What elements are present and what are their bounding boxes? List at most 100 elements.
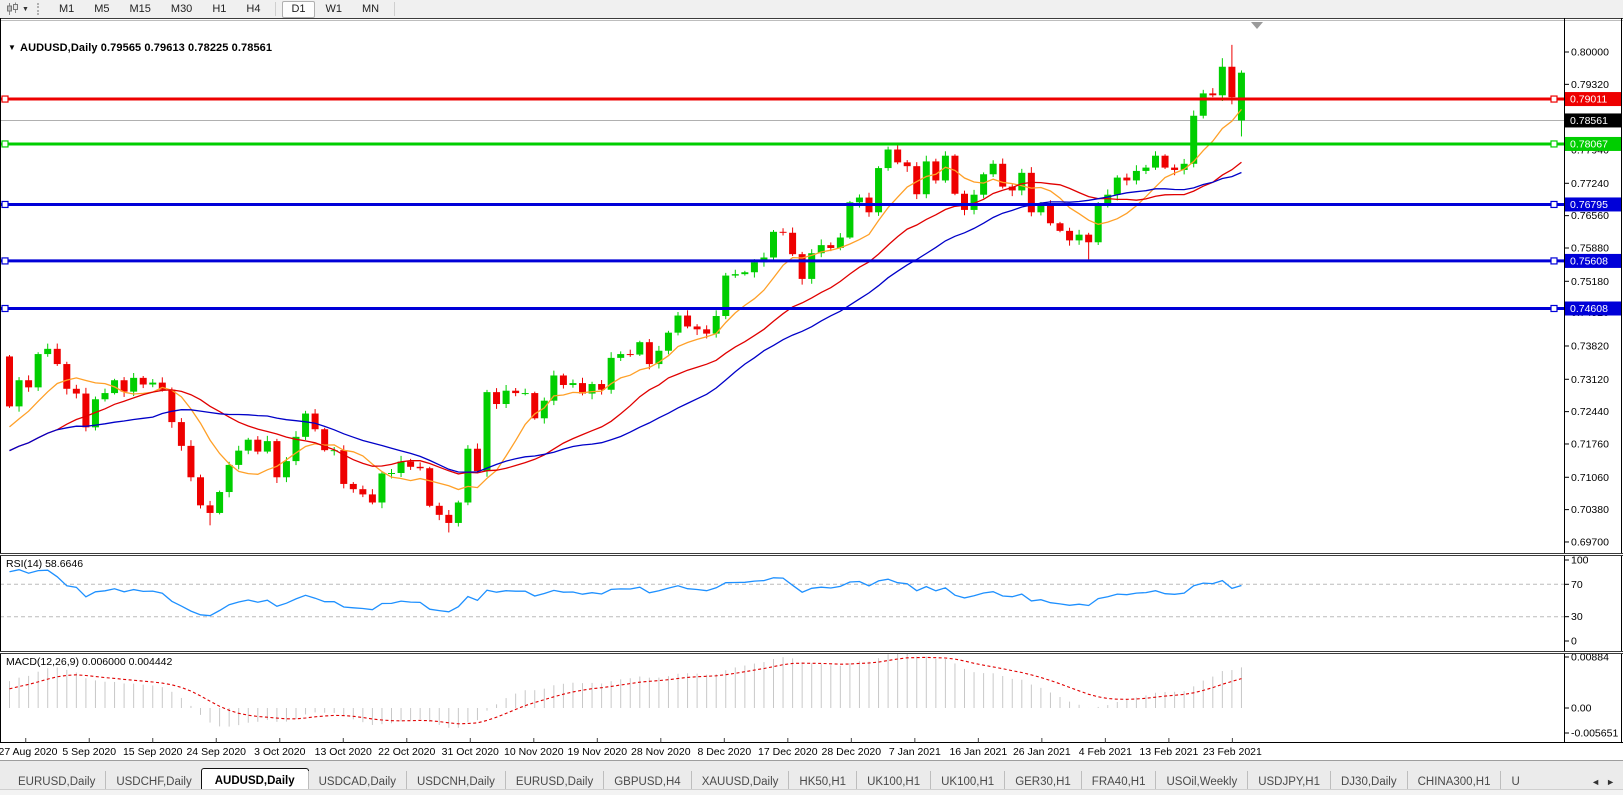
line-handle[interactable] [1, 200, 9, 209]
svg-text:0.76560: 0.76560 [1571, 210, 1609, 222]
time-axis[interactable]: 27 Aug 2020 5 Sep 2020 15 Sep 2020 24 Sep 2… [0, 743, 1623, 760]
tab-scroll-right-icon[interactable]: ► [1606, 777, 1615, 787]
time-axis-label: 28 Dec 2020 [821, 746, 882, 758]
mid-ma [9, 161, 1242, 475]
chart-tab-usdcad-daily[interactable]: USDCAD,Daily [307, 771, 406, 795]
chart-tab-gbpusd-h4[interactable]: GBPUSD,H4 [603, 771, 690, 795]
svg-text:0.75608: 0.75608 [1570, 255, 1608, 267]
price-chart-canvas[interactable]: 0.800000.793200.779400.772400.765600.758… [0, 18, 1623, 553]
timeframe-button-m15[interactable]: M15 [129, 2, 151, 15]
time-axis-label: 10 Nov 2020 [504, 746, 564, 758]
chart-tab-usdcnh-daily[interactable]: USDCNH,Daily [405, 771, 505, 795]
line-handle[interactable] [1550, 200, 1558, 209]
chart-ohlc-values: 0.79565 0.79613 0.78225 0.78561 [100, 42, 273, 54]
main-chart-panel[interactable]: 0.800000.793200.779400.772400.765600.758… [0, 18, 1623, 553]
line-handle[interactable] [1, 95, 9, 103]
chart-tab-xauusd-daily[interactable]: XAUUSD,Daily [690, 771, 789, 795]
macd-indicator-label: MACD(12,26,9) 0.006000 0.004442 [6, 656, 173, 668]
timeframe-button-m1[interactable]: M1 [58, 2, 75, 15]
line-handle[interactable] [1, 140, 9, 148]
line-handle[interactable] [1, 257, 9, 265]
line-handle[interactable] [1550, 140, 1558, 148]
chart-tab-dj30-daily[interactable]: DJ30,Daily [1330, 771, 1407, 795]
chart-symbol-label: AUDUSD,Daily [20, 42, 98, 54]
toolbar-separator [394, 2, 396, 16]
time-axis-label: 8 Dec 2020 [697, 746, 752, 758]
toolbar-separator [275, 2, 277, 16]
chart-tab-usdchf-daily[interactable]: USDCHF,Daily [105, 771, 201, 795]
timeframe-button-mn[interactable]: MN [362, 2, 380, 15]
svg-text:0.80000: 0.80000 [1571, 47, 1609, 59]
time-axis-label: 28 Nov 2020 [631, 746, 691, 758]
timeframe-toolbar: ▼ M1 M5 M15 M30 H1 H4 D1 W1 MN [0, 0, 1623, 19]
panel-resize-divider[interactable] [0, 651, 1623, 654]
line-handle[interactable] [1550, 304, 1558, 313]
slow-ma [9, 171, 1242, 473]
price-label-box [1565, 136, 1621, 151]
price-label-box [1565, 113, 1621, 128]
timeframe-button-m30[interactable]: M30 [170, 2, 193, 15]
chart-tab-uk100-h1[interactable]: UK100,H1 [856, 771, 930, 795]
status-strip [0, 789, 1623, 795]
time-axis-label: 19 Nov 2020 [567, 746, 628, 758]
chart-type-caret-icon: ▼ [22, 5, 29, 13]
macd-histogram [9, 654, 1242, 728]
price-label-box [1565, 92, 1621, 107]
panel-resize-divider[interactable] [0, 553, 1623, 556]
timeframe-buttons: M1 M5 M15 M30 H1 H4 D1 W1 MN [49, 0, 400, 18]
line-handle[interactable] [1550, 257, 1558, 265]
svg-text:0.78561: 0.78561 [1570, 115, 1608, 127]
svg-text:0.71060: 0.71060 [1571, 472, 1609, 484]
macd-canvas[interactable]: 0.00884 0.00 -0.005651 [0, 654, 1623, 743]
time-axis-label: 5 Sep 2020 [62, 746, 117, 758]
svg-text:0.77240: 0.77240 [1571, 178, 1609, 190]
time-axis-label: 24 Sep 2020 [186, 746, 247, 758]
svg-text:0: 0 [1571, 636, 1577, 648]
chart-tab-usoil-weekly[interactable]: USOil,Weekly [1155, 771, 1247, 795]
time-axis-label: 27 Aug 2020 [0, 746, 58, 758]
toolbar-grip[interactable] [36, 3, 43, 15]
svg-text:30: 30 [1571, 611, 1583, 623]
candlestick-chart-icon [7, 2, 18, 15]
timeframe-button-w1[interactable]: W1 [325, 2, 343, 15]
chart-tab-eurusd-daily[interactable]: EURUSD,Daily [504, 771, 603, 795]
time-axis-label: 7 Jan 2021 [888, 746, 941, 758]
svg-text:0.69700: 0.69700 [1571, 536, 1609, 548]
time-axis-label: 13 Oct 2020 [314, 746, 372, 758]
svg-text:-0.005651: -0.005651 [1571, 728, 1618, 740]
price-label-box [1565, 253, 1621, 268]
chart-tab-china300-h1[interactable]: CHINA300,H1 [1406, 771, 1501, 795]
timeframe-button-h4[interactable]: H4 [246, 2, 261, 15]
macd-panel[interactable]: 0.00884 0.00 -0.005651 MACD(12,26,9) 0.006… [0, 654, 1623, 743]
timeframe-button-h1[interactable]: H1 [212, 2, 227, 15]
svg-text:0.79320: 0.79320 [1571, 79, 1609, 91]
timeframe-button-m5[interactable]: M5 [94, 2, 110, 15]
chart-tab-hk50-h1[interactable]: HK50,H1 [788, 771, 856, 795]
rsi-canvas[interactable]: 100 70 30 0 [0, 556, 1623, 651]
time-axis-label: 23 Feb 2021 [1202, 746, 1262, 758]
line-handle[interactable] [1550, 95, 1558, 103]
chart-tab-eurusd-daily[interactable]: EURUSD,Daily [18, 776, 96, 788]
time-axis-label: 3 Oct 2020 [254, 746, 306, 758]
fast-ma [9, 108, 1242, 491]
chart-tab-fra40-h1[interactable]: FRA40,H1 [1080, 771, 1156, 795]
rsi-panel[interactable]: 100 70 30 0 RSI(14) 58.6646 [0, 556, 1623, 651]
svg-text:0.72440: 0.72440 [1571, 406, 1609, 418]
line-handle[interactable] [1, 304, 9, 313]
chart-type-button[interactable]: ▼ [0, 1, 35, 17]
time-axis-label: 15 Sep 2020 [122, 746, 183, 758]
tab-scroll-arrows: ◄ ► [1587, 777, 1623, 795]
svg-text:70: 70 [1571, 579, 1583, 591]
svg-text:0.74608: 0.74608 [1570, 303, 1608, 315]
chart-tab-ger30-h1[interactable]: GER30,H1 [1004, 771, 1081, 795]
collapse-caret-icon[interactable]: ▼ [8, 43, 17, 52]
chart-tab-usdjpy-h1[interactable]: USDJPY,H1 [1247, 771, 1330, 795]
svg-text:0.71760: 0.71760 [1571, 438, 1609, 450]
svg-text:0.75180: 0.75180 [1571, 276, 1609, 288]
timeframe-button-d1[interactable]: D1 [282, 0, 315, 18]
chart-tab-uk100-h1[interactable]: UK100,H1 [930, 771, 1004, 795]
chart-tab-u[interactable]: U [1500, 771, 1529, 795]
tab-scroll-left-icon[interactable]: ◄ [1591, 777, 1601, 787]
svg-text:0.00: 0.00 [1571, 703, 1592, 715]
